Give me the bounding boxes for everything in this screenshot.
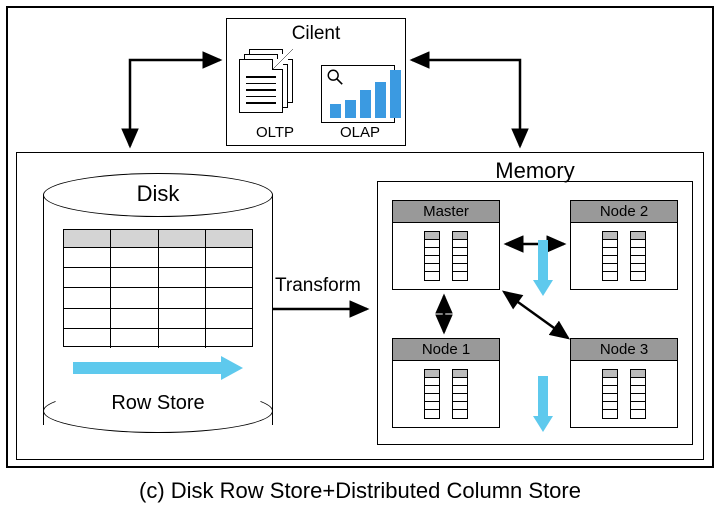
memory-label: Memory xyxy=(378,158,692,184)
node-1-label: Node 1 xyxy=(393,339,499,361)
diagram-caption: (c) Disk Row Store+Distributed Column St… xyxy=(0,478,720,504)
client-box: Cilent OLTP OLAP xyxy=(226,18,406,146)
arrow-client-left xyxy=(120,50,226,160)
memory-box: Memory Master Node 2 Node 1 Node 3 xyxy=(377,181,693,445)
system-box: Disk Row Store Transform Memory Maste xyxy=(16,152,704,460)
node-3: Node 3 xyxy=(570,338,678,428)
row-arrow-icon xyxy=(73,355,243,381)
transform-arrow xyxy=(273,301,377,317)
oltp-block: OLTP xyxy=(239,49,311,141)
node-3-label: Node 3 xyxy=(571,339,677,361)
disk-table xyxy=(63,229,253,347)
client-title: Cilent xyxy=(227,23,405,45)
olap-block: OLAP xyxy=(321,65,399,141)
disk-label: Disk xyxy=(43,181,273,207)
arrow-master-node1 xyxy=(436,292,452,336)
row-store-label: Row Store xyxy=(43,392,273,415)
oltp-label: OLTP xyxy=(239,124,311,141)
node-master: Master xyxy=(392,200,500,290)
bar-chart-icon xyxy=(321,65,395,123)
column-arrow-icon-2 xyxy=(532,376,554,432)
node-2-label: Node 2 xyxy=(571,201,677,223)
documents-icon xyxy=(239,49,295,113)
bar-chart-bars xyxy=(330,70,401,118)
node-1: Node 1 xyxy=(392,338,500,428)
disk-container: Disk Row Store xyxy=(43,173,273,433)
disk-table-header xyxy=(64,230,252,248)
column-arrow-icon-1 xyxy=(532,240,554,296)
olap-label: OLAP xyxy=(321,124,399,141)
arrow-client-right xyxy=(410,50,530,160)
transform-label: Transform xyxy=(275,275,361,297)
node-master-label: Master xyxy=(393,201,499,223)
node-2: Node 2 xyxy=(570,200,678,290)
